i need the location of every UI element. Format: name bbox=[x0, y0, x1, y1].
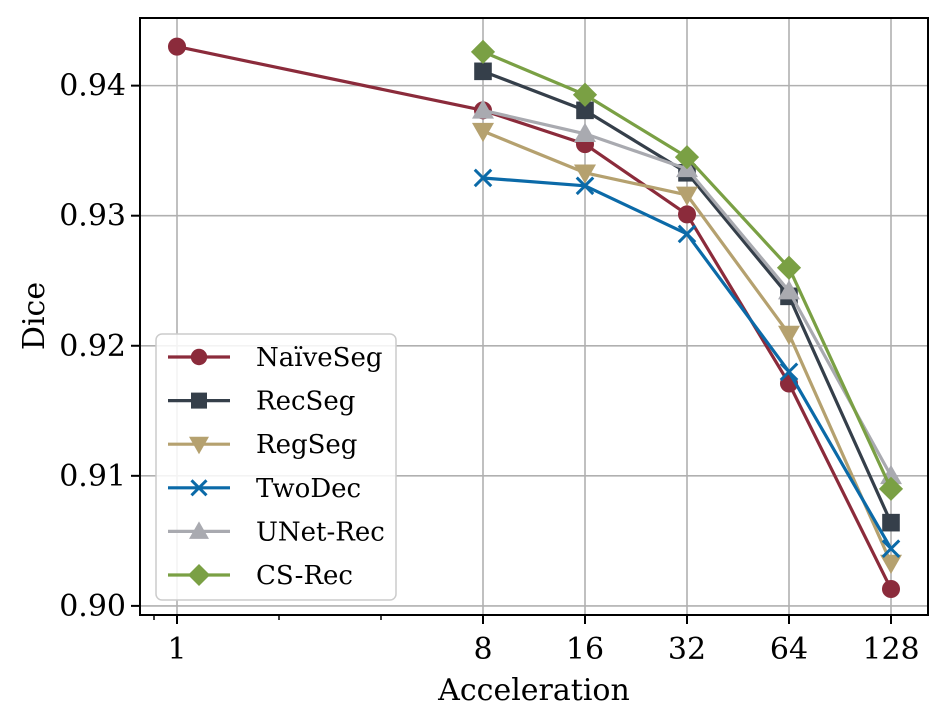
legend-marker bbox=[190, 479, 208, 497]
data-point bbox=[676, 186, 698, 206]
data-point bbox=[778, 280, 800, 300]
legend-label: TwoDec bbox=[256, 474, 361, 504]
series-2 bbox=[472, 122, 902, 574]
legend-marker bbox=[189, 521, 209, 539]
y-tick-label: 0.93 bbox=[59, 199, 126, 234]
data-point bbox=[878, 476, 904, 501]
legend-label: NaïveSeg bbox=[256, 343, 382, 373]
legend-marker bbox=[188, 564, 210, 586]
legend-entry: RegSeg bbox=[168, 430, 357, 460]
legend-entry: CS-Rec bbox=[168, 561, 353, 591]
series-line bbox=[176, 45, 893, 590]
legend-entry: NaïveSeg bbox=[168, 343, 382, 373]
series-5 bbox=[470, 39, 904, 501]
data-point bbox=[880, 554, 902, 574]
series-lines bbox=[167, 37, 904, 599]
x-axis-label: Acceleration bbox=[437, 673, 630, 708]
data-point bbox=[572, 82, 598, 107]
data-point bbox=[677, 205, 697, 224]
data-point bbox=[776, 255, 802, 280]
legend-entry: UNet-Rec bbox=[168, 517, 385, 547]
legend-label: RecSeg bbox=[256, 387, 355, 417]
x-tick-label: 128 bbox=[862, 632, 919, 667]
y-axis-label: Dice bbox=[17, 282, 52, 350]
data-point bbox=[474, 62, 492, 81]
y-tick-label: 0.91 bbox=[59, 459, 126, 494]
data-point bbox=[674, 145, 700, 170]
data-point bbox=[778, 325, 800, 346]
data-point bbox=[677, 224, 697, 244]
data-point bbox=[574, 164, 596, 184]
data-point bbox=[574, 122, 596, 143]
plot-frame bbox=[139, 17, 929, 616]
legend-label: CS-Rec bbox=[256, 561, 353, 591]
y-tick-label: 0.90 bbox=[59, 589, 126, 624]
legend: NaïveSeg RecSeg RegSeg TwoDec UNet-Rec CS-Rec bbox=[155, 333, 397, 601]
axis-ticks: 1 8 16 32 64 128 0.90 0.91 0.92 0.93 0.94 bbox=[59, 69, 919, 667]
x-tick-label: 32 bbox=[668, 632, 706, 667]
x-tick-label: 1 bbox=[167, 632, 186, 667]
data-point bbox=[472, 99, 494, 119]
x-tick-label: 8 bbox=[473, 632, 492, 667]
x-tick-label: 64 bbox=[770, 632, 808, 667]
data-point bbox=[470, 39, 496, 64]
series-3 bbox=[473, 168, 901, 558]
legend-marker bbox=[189, 436, 209, 455]
legend-label: RegSeg bbox=[256, 430, 357, 460]
data-point bbox=[576, 101, 594, 120]
y-tick-label: 0.92 bbox=[59, 329, 126, 364]
y-tick-label: 0.94 bbox=[59, 69, 126, 104]
legend-label: UNet-Rec bbox=[256, 517, 385, 547]
data-point bbox=[472, 122, 494, 143]
data-point bbox=[473, 168, 493, 188]
legend-entry: TwoDec bbox=[168, 474, 361, 504]
legend-marker bbox=[191, 392, 207, 409]
data-point bbox=[881, 579, 901, 599]
x-tick-label: 16 bbox=[566, 632, 604, 667]
data-point bbox=[779, 362, 799, 382]
data-point bbox=[881, 539, 901, 558]
data-point bbox=[575, 176, 595, 196]
data-point bbox=[167, 37, 187, 56]
legend-entry: RecSeg bbox=[168, 387, 355, 417]
legend-marker bbox=[190, 348, 208, 366]
data-point bbox=[882, 513, 900, 532]
